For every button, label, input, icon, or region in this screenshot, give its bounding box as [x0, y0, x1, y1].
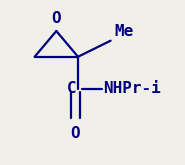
Text: NHPr-i: NHPr-i [103, 82, 161, 96]
Text: C: C [67, 82, 76, 96]
Text: O: O [51, 11, 61, 26]
Text: Me: Me [114, 24, 133, 39]
Text: O: O [70, 126, 80, 141]
